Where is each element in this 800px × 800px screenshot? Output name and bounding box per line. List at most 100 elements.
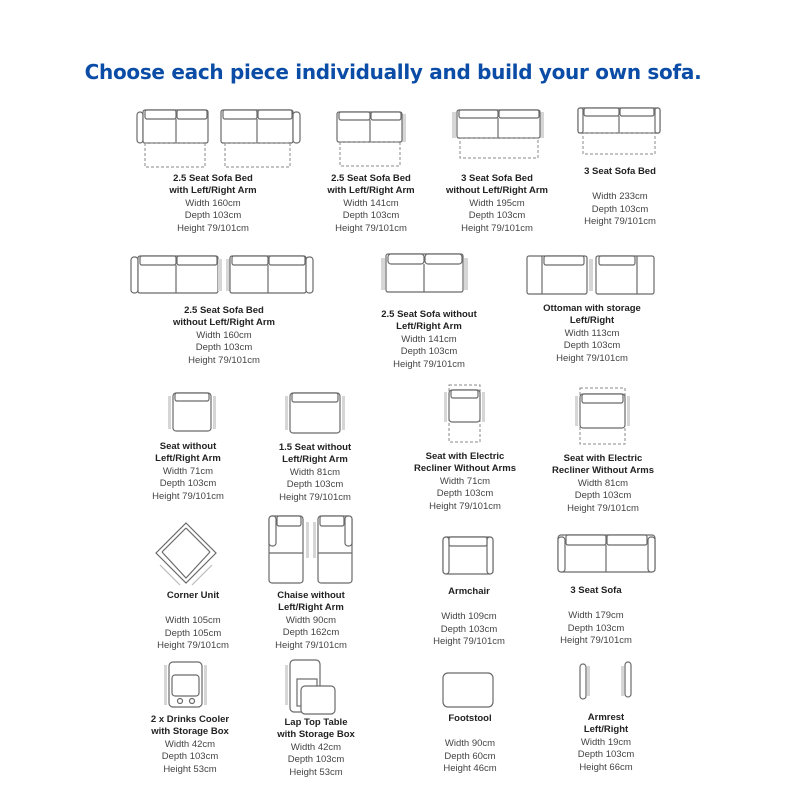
product-width: Width 42cm: [290, 741, 342, 753]
product-name: 3 Seat Sofa: [570, 585, 622, 596]
product-width: Width 90cm: [285, 614, 337, 626]
product-height: Height 79/101cm: [433, 636, 505, 648]
product-item: 3 Seat Sofa Width 179cm Depth 103cm Height …: [560, 585, 632, 648]
product-name: Armrest: [587, 712, 625, 723]
product-depth: Depth 103cm: [563, 340, 621, 352]
product-width: Width 105cm: [165, 615, 221, 627]
product-depth: Depth 103cm: [440, 623, 498, 635]
product-name: with Storage Box: [151, 726, 229, 738]
seat-1-5-without-arm-icon: [285, 392, 345, 434]
product-name: Ottoman with storage: [543, 303, 641, 314]
sofa-bed-195-icon: [452, 109, 544, 159]
product-name: Left/Right: [583, 724, 629, 736]
product-item: Seat with Electric Recliner Without Arms W…: [414, 451, 516, 513]
product-depth: Depth 103cm: [287, 754, 345, 766]
sofa-bed-without-arm-icon: [130, 255, 314, 294]
product-name: Lap Top Table: [284, 717, 348, 728]
product-name: with Left/Right Arm: [327, 185, 415, 197]
product-item: Ottoman with storage Left/Right Width 113c…: [543, 303, 641, 365]
product-height: Height 79/101cm: [429, 500, 501, 512]
page-title: Choose each piece individually and build…: [84, 60, 702, 84]
product-name: without Left/Right Arm: [172, 317, 276, 329]
product-name: Left/Right Arm: [155, 453, 221, 465]
product-name: Recliner Without Arms: [552, 465, 654, 477]
product-item: 2.5 Seat Sofa without Left/Right Arm Width…: [381, 309, 477, 371]
product-item: Chaise without Left/Right Arm Width 90cm De…: [275, 590, 347, 652]
product-depth: Depth 103cm: [400, 346, 458, 358]
product-name: 1.5 Seat without: [278, 442, 352, 453]
product-name: with Storage Box: [277, 729, 355, 741]
product-name: Chaise without: [277, 590, 345, 601]
product-item: Seat with Electric Recliner Without Arms W…: [552, 453, 654, 515]
product-height: Height 79/101cm: [188, 354, 260, 366]
product-depth: Depth 103cm: [161, 751, 219, 763]
product-width: Width 19cm: [580, 736, 632, 748]
product-height: Height 79/101cm: [275, 639, 347, 651]
product-height: Height 53cm: [163, 763, 217, 775]
product-item: 3 Seat Sofa Bed Width 233cm Depth 103cm Hei…: [584, 166, 656, 229]
product-height: Height 79/101cm: [567, 502, 639, 514]
sofa-bed-with-arm-icon: [136, 109, 301, 168]
sofa-bed-233-icon: [577, 107, 661, 155]
product-depth: Depth 103cm: [286, 479, 344, 491]
sofa-without-arm-icon: [381, 253, 468, 293]
product-depth: Depth 103cm: [342, 210, 400, 222]
sofa-bed-141-icon: [336, 111, 406, 167]
product-item: 3 Seat Sofa Bed without Left/Right Arm Wid…: [446, 173, 548, 235]
product-width: Width 113cm: [564, 327, 620, 339]
product-width: Width 195cm: [469, 197, 525, 209]
product-depth: Depth 105cm: [164, 627, 222, 639]
product-width: Width 42cm: [164, 738, 216, 750]
recliner-71-icon: [444, 384, 485, 443]
product-height: Height 79/101cm: [584, 216, 656, 228]
product-width: Width 90cm: [444, 738, 496, 750]
product-height: Height 79/101cm: [177, 222, 249, 234]
product-width: Width 160cm: [185, 197, 241, 209]
product-width: Width 141cm: [343, 197, 399, 209]
product-width: Width 109cm: [441, 611, 497, 623]
product-height: Height 79/101cm: [560, 635, 632, 647]
product-width: Width 81cm: [289, 466, 341, 478]
product-depth: Depth 103cm: [159, 478, 217, 490]
product-name: 2.5 Seat Sofa Bed: [184, 305, 264, 316]
product-name: 2.5 Seat Sofa Bed: [331, 173, 411, 184]
three-seat-sofa-icon: [557, 534, 656, 573]
product-name: Recliner Without Arms: [414, 463, 516, 475]
product-name: with Left/Right Arm: [169, 185, 257, 197]
product-height: Height 46cm: [443, 763, 497, 775]
product-name: Footstool: [448, 713, 492, 724]
product-width: Width 71cm: [439, 475, 491, 487]
product-depth: Depth 103cm: [195, 342, 253, 354]
product-height: Height 79/101cm: [157, 640, 229, 652]
product-height: Height 79/101cm: [556, 352, 628, 364]
laptop-table-icon: [285, 659, 336, 715]
product-name: Seat with Electric: [425, 451, 505, 462]
drinks-cooler-icon: [164, 661, 207, 708]
product-width: Width 71cm: [162, 465, 214, 477]
product-item: 1.5 Seat without Left/Right Arm Width 81cm…: [279, 442, 351, 504]
product-height: Height 79/101cm: [279, 491, 351, 503]
product-name: Seat with Electric: [563, 453, 643, 464]
product-name: 2.5 Seat Sofa without: [381, 309, 477, 320]
armrest-icon: [579, 661, 632, 700]
product-height: Height 66cm: [579, 761, 633, 773]
product-item: Corner Unit Width 105cm Depth 105cm Height …: [157, 590, 229, 653]
product-depth: Depth 162cm: [282, 627, 340, 639]
product-height: Height 79/101cm: [335, 222, 407, 234]
product-width: Width 233cm: [592, 191, 648, 203]
product-item: Seat without Left/Right Arm Width 71cm Dept…: [152, 441, 224, 503]
product-name: 3 Seat Sofa Bed: [461, 173, 533, 184]
product-name: Left/Right Arm: [278, 602, 344, 614]
product-item: Armrest Left/Right Width 19cm Depth 103cm He…: [578, 712, 635, 774]
product-width: Width 179cm: [568, 610, 624, 622]
recliner-81-icon: [575, 387, 630, 445]
product-item: 2.5 Seat Sofa Bed with Left/Right Arm Widt…: [327, 173, 414, 235]
product-depth: Depth 103cm: [591, 203, 649, 215]
product-depth: Depth 103cm: [574, 490, 632, 502]
footstool-icon: [442, 672, 494, 708]
product-width: Width 81cm: [577, 477, 629, 489]
seat-without-arm-icon: [168, 392, 216, 432]
product-depth: Depth 103cm: [184, 210, 242, 222]
product-item: 2.5 Seat Sofa Bed with Left/Right Arm Widt…: [169, 173, 256, 235]
